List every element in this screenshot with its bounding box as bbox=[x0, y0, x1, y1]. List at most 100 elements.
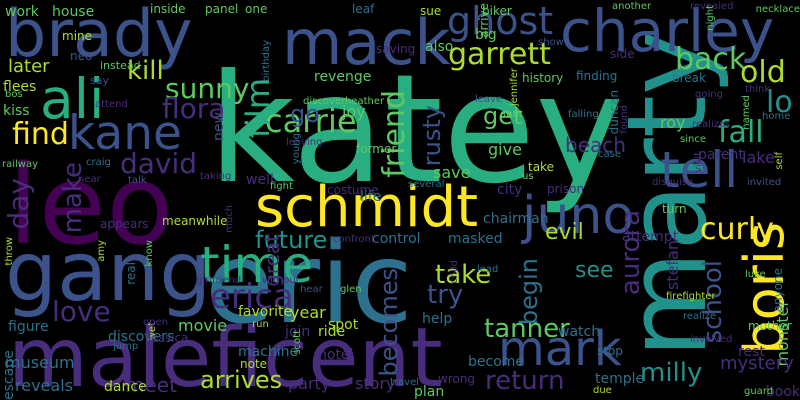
word-falling: falling bbox=[568, 109, 599, 120]
word-fight: fight bbox=[270, 181, 293, 192]
word-revenge: revenge bbox=[314, 69, 372, 85]
word-meanwhile: meanwhile bbox=[162, 214, 228, 228]
word-ghost: ghost bbox=[447, 0, 554, 43]
word-plan: plan bbox=[414, 384, 445, 400]
word-aurora: aurora bbox=[616, 210, 646, 296]
word-amy: amy bbox=[96, 240, 107, 262]
word-talk: talk bbox=[128, 175, 147, 186]
word-involved: involved bbox=[690, 334, 733, 345]
word-discoverheather: discoverheather bbox=[303, 96, 385, 107]
word-favorite: favorite bbox=[238, 304, 293, 320]
word-think: think bbox=[745, 84, 771, 95]
word-say: say bbox=[90, 74, 109, 87]
word-year: year bbox=[290, 303, 326, 322]
word-future: future bbox=[255, 226, 328, 254]
word-curly: curly bbox=[700, 212, 774, 247]
word-fall: fall bbox=[718, 115, 764, 150]
word-costume: costume bbox=[327, 183, 379, 197]
word-big: big bbox=[475, 27, 497, 43]
word-mystery: mystery bbox=[720, 353, 794, 374]
word-maleficent: maleficent bbox=[8, 311, 443, 400]
word-jump: jump bbox=[113, 341, 139, 352]
word-kane: kane bbox=[68, 106, 182, 161]
word-leave: leave bbox=[475, 94, 503, 105]
word-child: child bbox=[449, 260, 460, 284]
word-discovers: discovers bbox=[108, 329, 175, 345]
word-found: found bbox=[619, 105, 630, 134]
word-well: well bbox=[246, 172, 274, 188]
word-arrive: arrive bbox=[477, 3, 491, 38]
word-kiss: kiss bbox=[3, 103, 30, 119]
word-realizes: realizes bbox=[692, 119, 731, 130]
word-history: history bbox=[522, 71, 564, 85]
word-erica: erica bbox=[210, 277, 294, 317]
word-flora: flora bbox=[162, 92, 226, 125]
word-inside: inside bbox=[150, 2, 186, 16]
word-young: young bbox=[291, 133, 302, 165]
word-run: run bbox=[252, 319, 269, 330]
word-show: show bbox=[538, 37, 564, 48]
word-dance: dance bbox=[104, 379, 147, 395]
word-leaf: leaf bbox=[352, 2, 375, 16]
word-reveals: reveals bbox=[15, 376, 73, 395]
word-new: new bbox=[211, 112, 227, 141]
word-later: later bbox=[8, 56, 50, 77]
word-hotel: hotel bbox=[318, 347, 354, 363]
word-guard: guard bbox=[744, 386, 774, 397]
word-roy: roy bbox=[660, 113, 686, 132]
word-save: save bbox=[433, 163, 471, 182]
word-attend: attend bbox=[95, 99, 128, 110]
word-necklace: necklace bbox=[755, 4, 800, 15]
word-see: see bbox=[575, 258, 614, 283]
word-david: david bbox=[120, 147, 198, 180]
word-rusty: rusty bbox=[418, 105, 446, 167]
word-rest: rest bbox=[738, 344, 765, 360]
word-glen: glen bbox=[340, 284, 362, 295]
word-instead: instead bbox=[100, 59, 141, 72]
word-without: without bbox=[262, 275, 300, 286]
word-appears: appears bbox=[100, 217, 149, 231]
word-biker: biker bbox=[482, 4, 512, 18]
word-another: another bbox=[612, 1, 652, 12]
word-spot: spot bbox=[328, 317, 359, 333]
word-mack: mack bbox=[282, 6, 451, 79]
word-tanner: tanner bbox=[484, 314, 570, 344]
word-garrett: garrett bbox=[448, 37, 551, 72]
word-escape: escape bbox=[1, 350, 17, 400]
word-find: find bbox=[12, 117, 69, 152]
word-charley: charley bbox=[560, 0, 775, 65]
word-luke: luke bbox=[745, 269, 766, 280]
word-arrives: arrives bbox=[200, 366, 283, 394]
word-mark: mark bbox=[498, 321, 622, 377]
word-get: get bbox=[483, 102, 523, 130]
word-panel: panel bbox=[205, 2, 239, 16]
word-invited: invited bbox=[747, 177, 782, 188]
word-stop: stop bbox=[597, 344, 623, 358]
word-gang: gang bbox=[5, 225, 212, 320]
word-carrie: carrie bbox=[265, 102, 357, 140]
word-museum: museum bbox=[5, 353, 75, 372]
word-former: former bbox=[356, 142, 397, 156]
word-figure: figure bbox=[8, 319, 49, 335]
word-self: self bbox=[774, 152, 785, 170]
word-joy: joy bbox=[342, 102, 366, 121]
word-home: home bbox=[762, 111, 791, 122]
word-day: day bbox=[2, 178, 35, 230]
word-party: party bbox=[288, 374, 331, 393]
word-old: old bbox=[740, 55, 786, 90]
word-scott: scott bbox=[292, 330, 303, 355]
word-sunny: sunny bbox=[165, 72, 250, 105]
word-eric: eric bbox=[205, 219, 413, 349]
word-leo: leo bbox=[8, 141, 174, 269]
word-house: house bbox=[52, 4, 95, 20]
word-realize: realize bbox=[683, 311, 717, 322]
word-lead: lead bbox=[477, 264, 499, 275]
word-one: one bbox=[245, 2, 268, 16]
word-ride: ride bbox=[318, 324, 346, 340]
word-kill: kill bbox=[127, 56, 164, 86]
word-finding: finding bbox=[576, 69, 618, 83]
word-saving: saving bbox=[376, 42, 416, 56]
word-machine: machine bbox=[238, 344, 299, 360]
word-case: case bbox=[598, 149, 621, 160]
word-friend: friend bbox=[377, 90, 412, 178]
